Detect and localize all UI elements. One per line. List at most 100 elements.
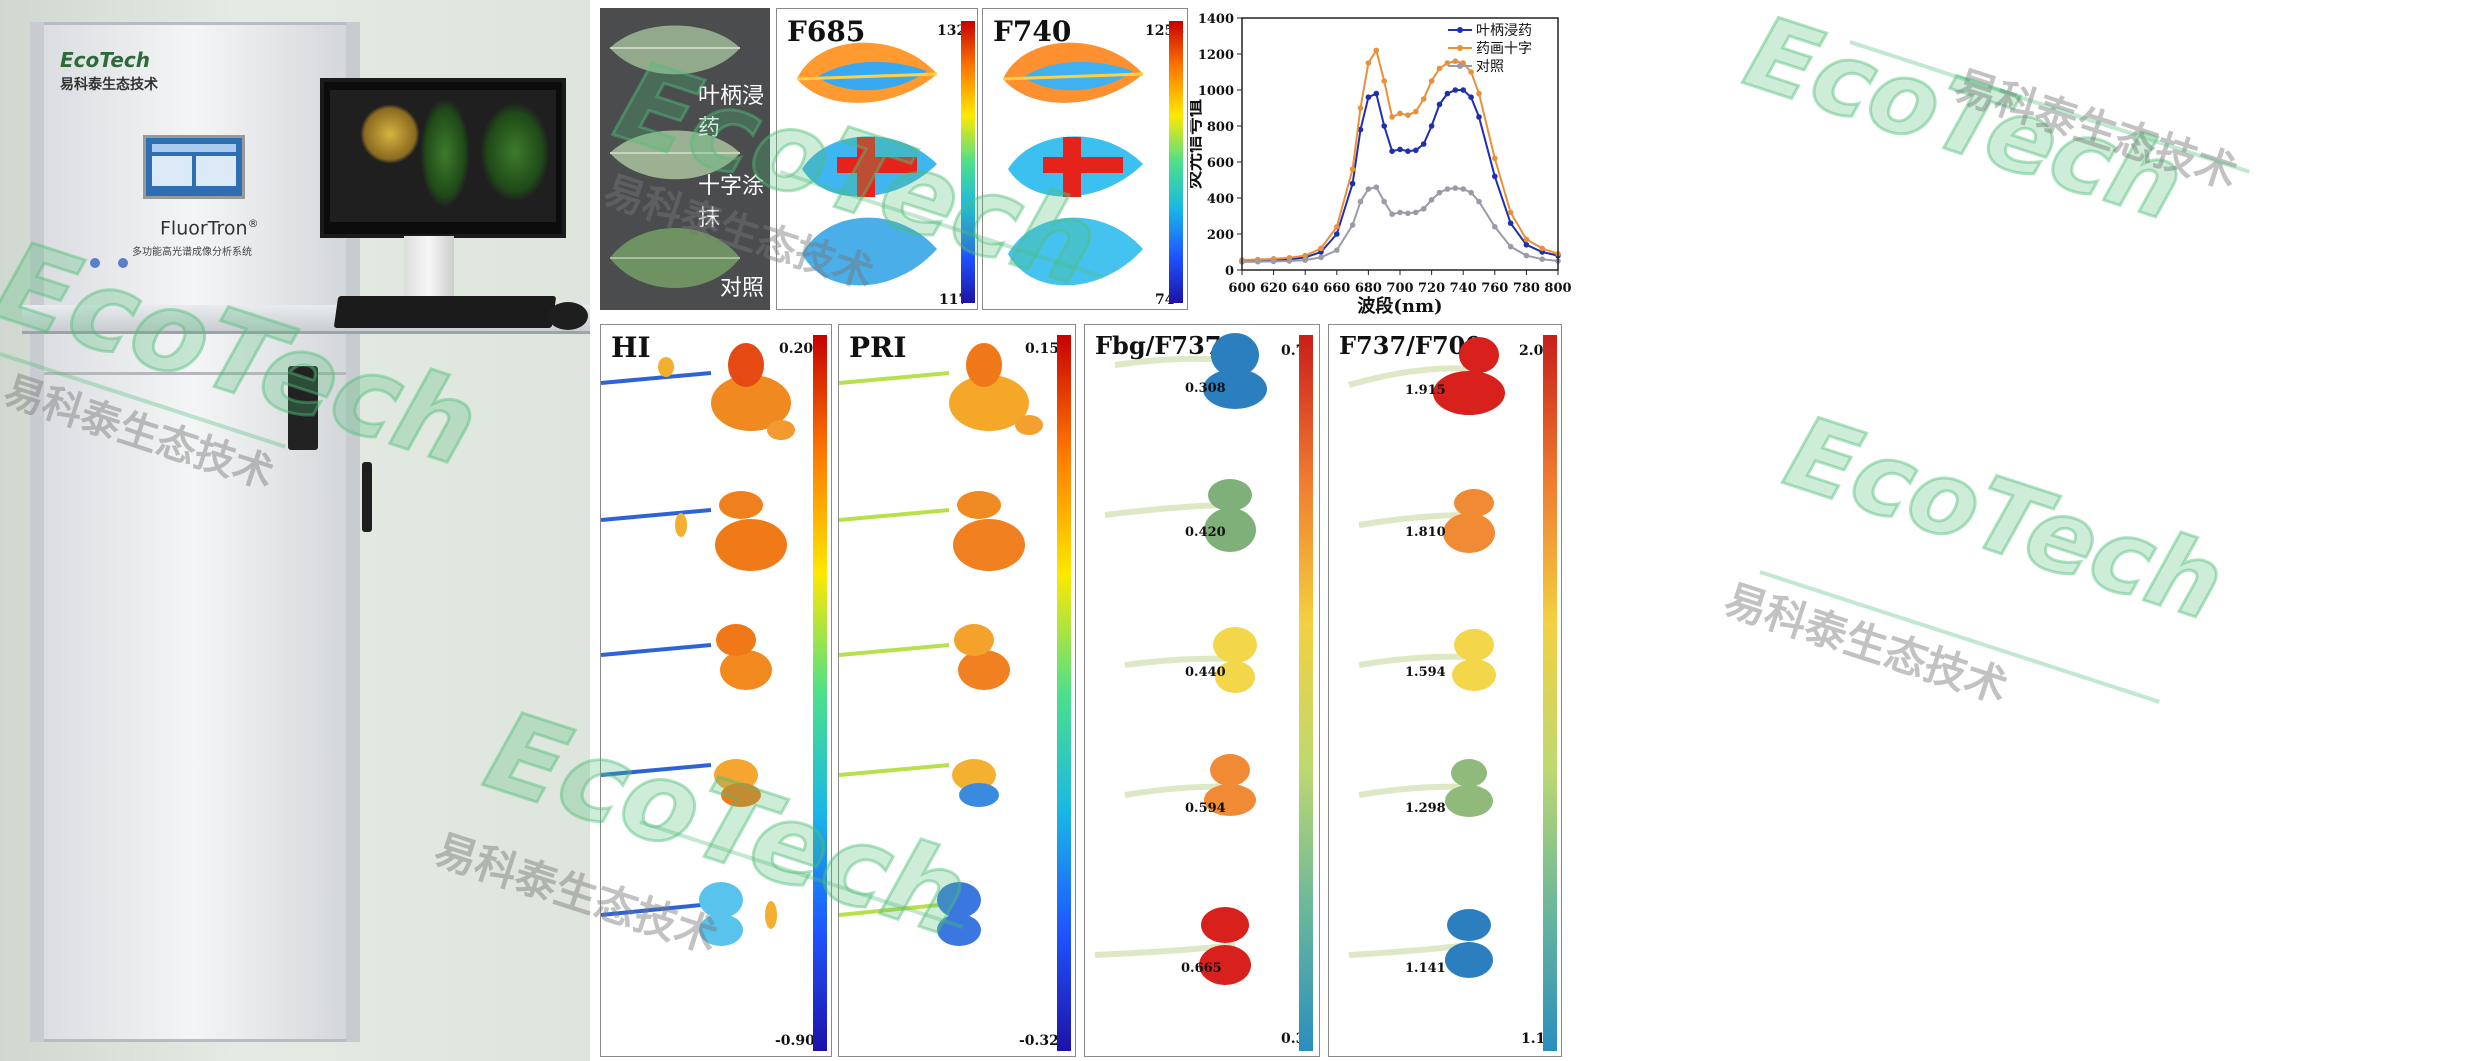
y-tick-label: 600 bbox=[1207, 156, 1234, 171]
map-pri: PRI 0.15 -0.32 bbox=[838, 324, 1076, 1057]
leaf-label-3: 对照 bbox=[720, 276, 765, 301]
legend-marker-3 bbox=[1457, 63, 1463, 69]
plant-maps bbox=[1348, 337, 1505, 978]
leaf-map-3 bbox=[1008, 217, 1143, 286]
series-3-point bbox=[1389, 211, 1395, 217]
series-2-point bbox=[1492, 155, 1498, 162]
plant-1 bbox=[1114, 333, 1267, 409]
map-f740: F740 1258 74 bbox=[982, 8, 1188, 310]
map-title: F685 bbox=[787, 15, 866, 48]
legend-marker-1 bbox=[1457, 27, 1463, 33]
x-tick-label: 700 bbox=[1386, 281, 1413, 296]
colorbar bbox=[813, 335, 827, 1051]
series-line-2 bbox=[1241, 47, 1559, 262]
plant-maps bbox=[1094, 333, 1267, 985]
plant-value-1: 1.915 bbox=[1405, 383, 1446, 398]
series-3-point bbox=[1420, 206, 1427, 212]
colorbar-min: 1.1 bbox=[1521, 1031, 1546, 1047]
series-3-point bbox=[1539, 256, 1545, 263]
leaf-photo-2 bbox=[610, 130, 740, 180]
colorbar bbox=[961, 21, 975, 303]
series-3-point bbox=[1428, 197, 1435, 203]
monitor bbox=[320, 78, 566, 238]
series-1-point bbox=[1523, 242, 1530, 248]
series-3-point bbox=[1270, 258, 1277, 265]
series-1-point bbox=[1389, 148, 1395, 154]
colorbar-max: 2.0 bbox=[1519, 343, 1544, 359]
series-2-point bbox=[1405, 112, 1411, 118]
instrument-photo: EcoTech 易科泰生态技术 FluorTron® 多功能高光谱成像分析系统 bbox=[0, 0, 590, 1061]
plant-5 bbox=[1348, 909, 1493, 978]
series-3-point bbox=[1405, 210, 1411, 217]
leaf-photo-svg bbox=[610, 25, 740, 288]
series-3-point bbox=[1255, 258, 1261, 265]
series-1-point bbox=[1476, 114, 1482, 120]
series-1-point bbox=[1444, 90, 1451, 97]
plant-4 bbox=[839, 759, 999, 807]
series-1-point bbox=[1381, 123, 1387, 129]
colorbar bbox=[1169, 21, 1183, 303]
plant-value-2: 1.810 bbox=[1405, 525, 1446, 540]
leaf-photo: 叶柄浸药 十字涂抹 对照 bbox=[600, 8, 770, 310]
series-3-point bbox=[1302, 257, 1308, 263]
series-3-point bbox=[1523, 252, 1530, 259]
series-2-point bbox=[1302, 252, 1308, 259]
series-1-point bbox=[1397, 146, 1403, 153]
plant-5 bbox=[839, 882, 981, 946]
series-3-point bbox=[1373, 184, 1380, 190]
series-2-point bbox=[1357, 105, 1364, 111]
colorbar-max: 0.20 bbox=[779, 341, 814, 357]
plant-value-1: 0.308 bbox=[1185, 381, 1226, 396]
spectrum-chart: 600 620 640 660 680 700 720 740 760 780 800 0 200 400… bbox=[1183, 0, 2490, 320]
map-title: F737/F700 bbox=[1339, 331, 1483, 360]
series-3-point bbox=[1286, 258, 1293, 264]
series-1-point bbox=[1373, 90, 1380, 97]
series-3-point bbox=[1468, 189, 1474, 196]
plant-value-5: 0.665 bbox=[1181, 961, 1222, 976]
status-led-1 bbox=[90, 258, 100, 268]
plant-2 bbox=[839, 491, 1025, 571]
series-1-point bbox=[1428, 123, 1435, 129]
plant-3 bbox=[839, 624, 1010, 690]
x-tick-label: 800 bbox=[1544, 281, 1571, 296]
map-title: PRI bbox=[849, 331, 907, 364]
plant-1 bbox=[839, 343, 1043, 435]
y-tick-label: 1200 bbox=[1198, 48, 1234, 63]
plant-maps bbox=[839, 343, 1043, 946]
x-tick-label: 620 bbox=[1260, 281, 1287, 296]
plant-3 bbox=[1358, 629, 1496, 691]
colorbar-min: -0.32 bbox=[1019, 1033, 1059, 1049]
plant-maps bbox=[601, 343, 795, 946]
series-1-point bbox=[1452, 87, 1459, 93]
brand-company: 易科泰生态技术 bbox=[60, 77, 158, 93]
series-1-point bbox=[1357, 126, 1364, 133]
series-2-point bbox=[1476, 90, 1482, 97]
series-3-point bbox=[1492, 224, 1498, 230]
status-led-2 bbox=[118, 258, 128, 268]
leaf-maps bbox=[796, 42, 938, 286]
leaf-label-2: 十字涂抹 bbox=[698, 174, 765, 231]
series-1-point bbox=[1365, 94, 1372, 100]
series-2-point bbox=[1334, 224, 1340, 230]
series-3-point bbox=[1381, 198, 1387, 205]
leaf-map-3 bbox=[802, 217, 937, 286]
legend-label-1: 叶柄浸药 bbox=[1476, 23, 1532, 39]
plant-5 bbox=[601, 882, 777, 946]
x-tick-label: 720 bbox=[1418, 281, 1445, 296]
door-handle bbox=[362, 462, 372, 532]
map-title: F740 bbox=[993, 15, 1072, 48]
series-3-point bbox=[1452, 185, 1459, 191]
y-tick-label: 200 bbox=[1207, 228, 1234, 243]
plant-value-4: 0.594 bbox=[1185, 801, 1226, 816]
lower-panel-line bbox=[44, 372, 346, 375]
x-tick-label: 680 bbox=[1355, 281, 1382, 296]
x-axis-label: 波段(nm) bbox=[1357, 295, 1442, 317]
map-hi: HI 0.20 -0.90 bbox=[600, 324, 832, 1057]
series-3-point bbox=[1365, 186, 1372, 192]
series-2-point bbox=[1349, 166, 1356, 172]
series-3-point bbox=[1507, 243, 1514, 250]
plant-value-4: 1.298 bbox=[1405, 801, 1446, 816]
y-tick-label: 1000 bbox=[1198, 84, 1234, 99]
plant-4 bbox=[1358, 759, 1493, 817]
series-1-point bbox=[1492, 173, 1498, 180]
